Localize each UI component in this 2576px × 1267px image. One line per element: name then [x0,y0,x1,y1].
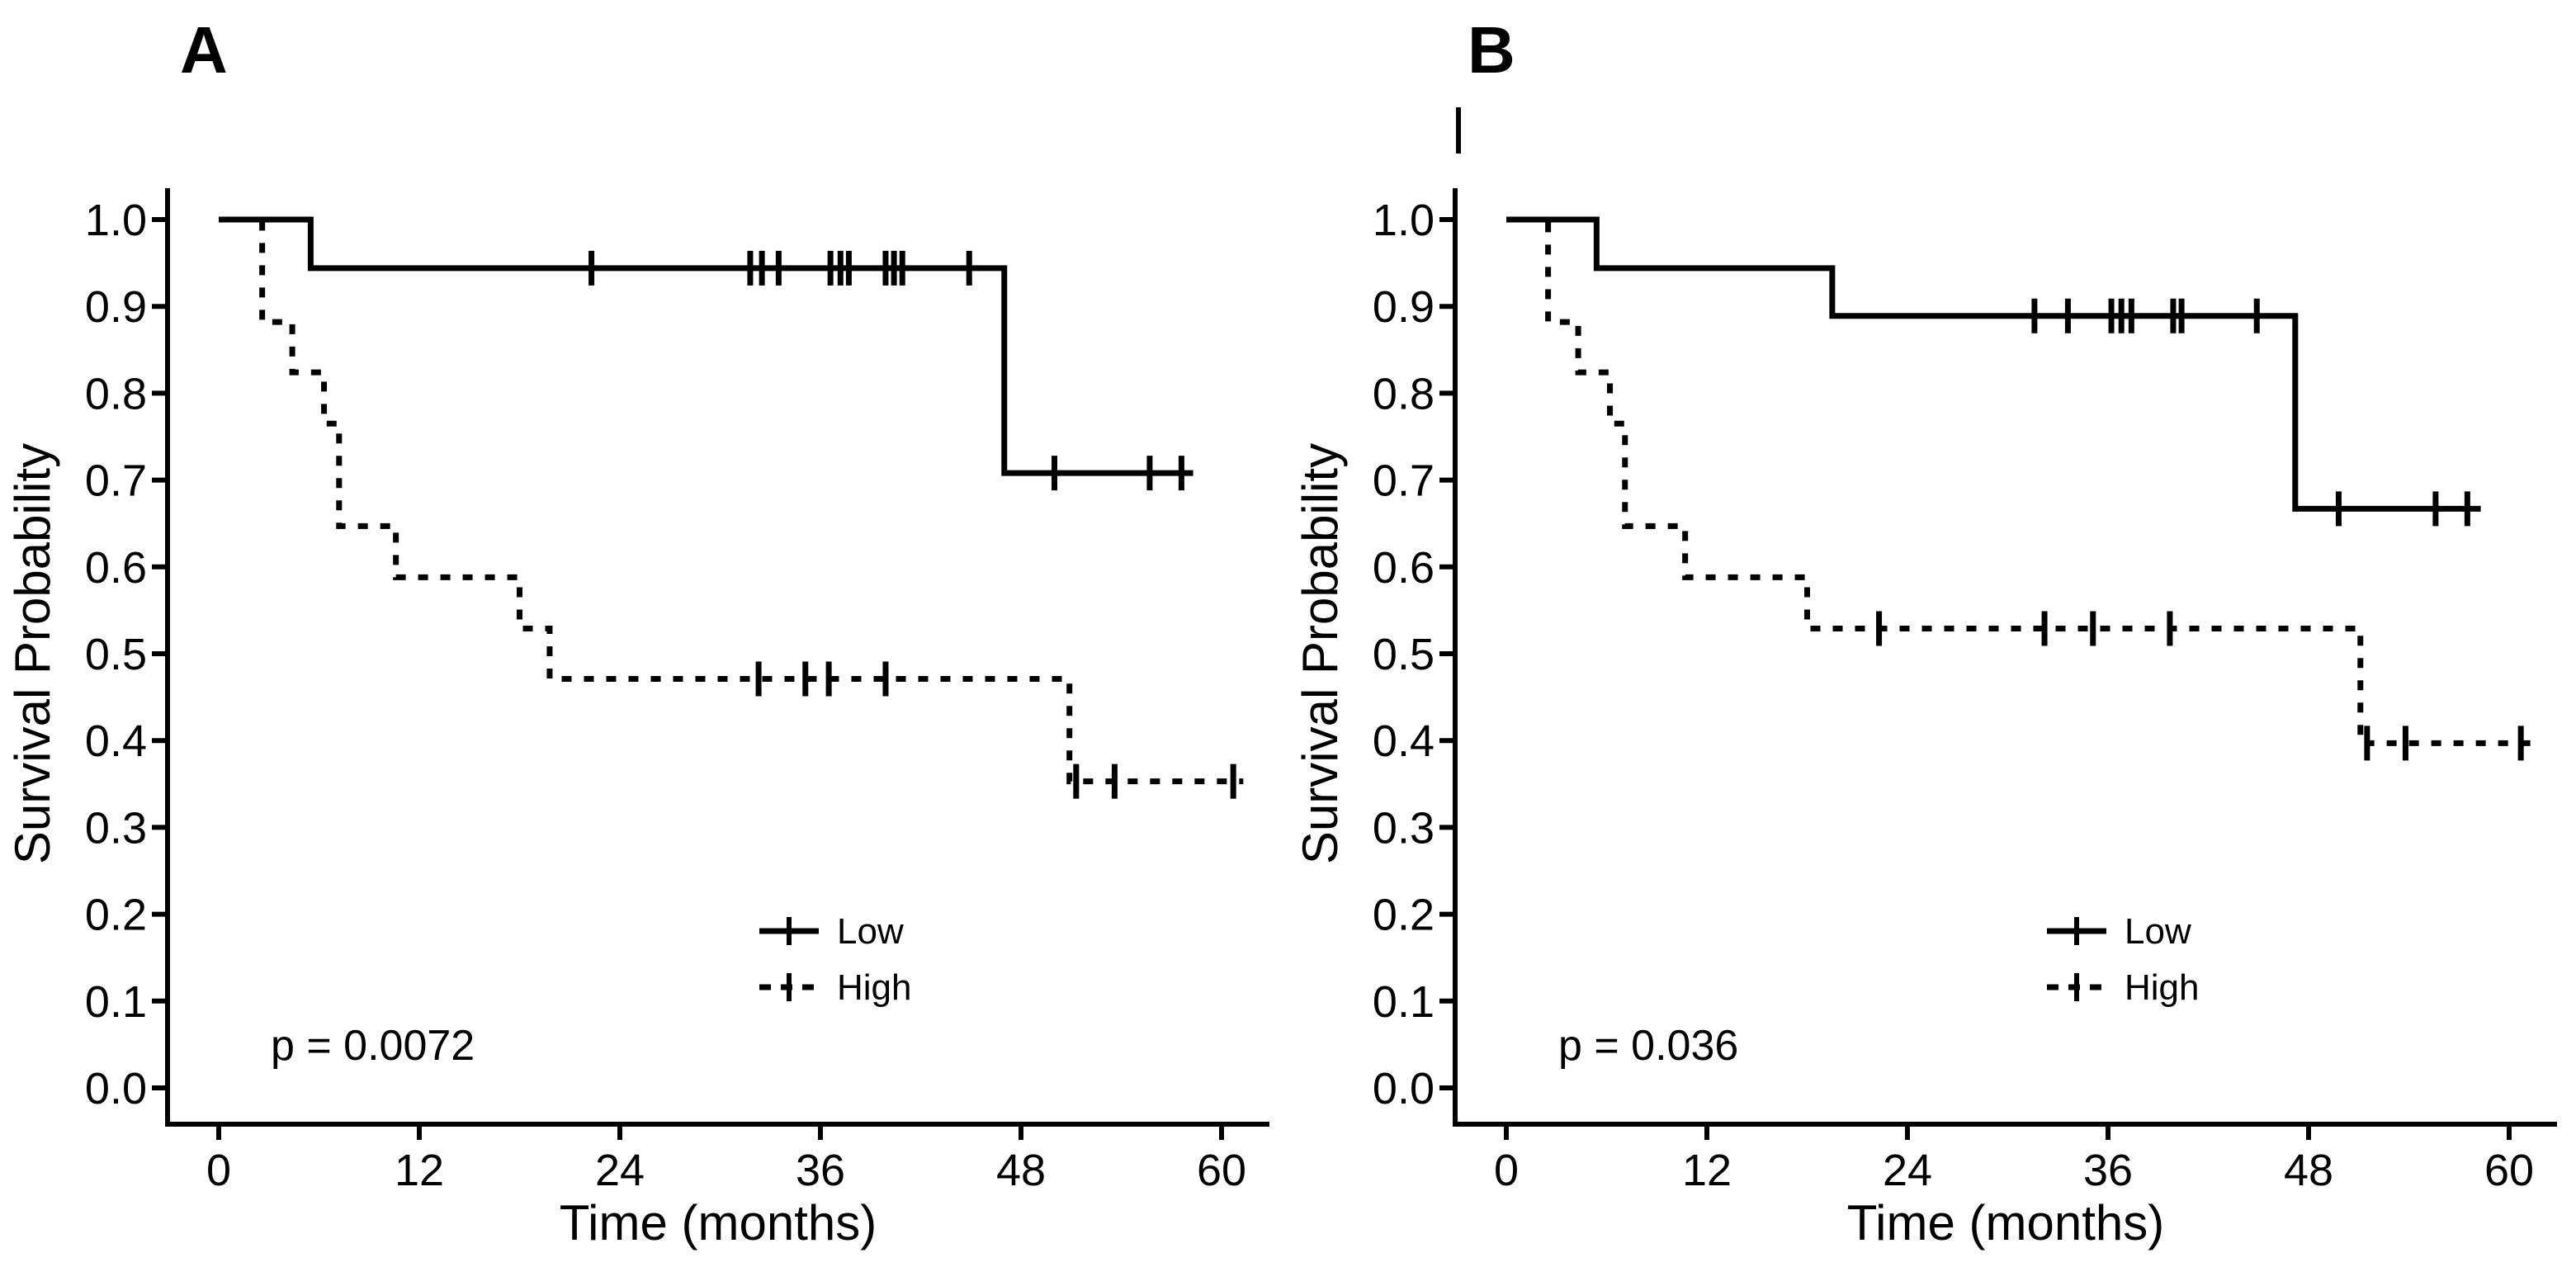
y-tick-label: 0.4 [85,716,147,766]
x-tick-label: 12 [395,1146,444,1195]
x-axis-title: Time (months) [560,1195,877,1250]
x-tick-label: 60 [2484,1146,2534,1195]
p-value-label: p = 0.0072 [271,1022,475,1070]
y-tick-label: 0.7 [1373,456,1435,506]
y-tick-label: 0.9 [1373,282,1435,332]
y-tick-label: 1.0 [1373,196,1435,245]
panel-letter: A [180,13,228,87]
y-tick-label: 0.9 [85,282,147,332]
x-tick-label: 12 [1682,1146,1732,1195]
x-tick-label: 60 [1197,1146,1246,1195]
km-curve-low [1506,216,2481,512]
y-tick-label: 0.3 [1373,803,1435,853]
y-tick-label: 0.1 [85,977,147,1027]
y-tick-label: 0.2 [85,891,147,940]
y-tick-label: 0.5 [1373,630,1435,679]
panel-a-survival-plot: 1.0 0.9 0.8 0.7 0.6 0.5 0.4 0.3 0.2 0.1 0.0 0 12 24 36… [5,13,1269,1250]
y-tick-label: 0.0 [1373,1064,1435,1113]
y-tick-label: 0.4 [1373,716,1435,766]
y-tick-label: 0.3 [85,803,147,853]
y-tick-label: 0.8 [85,369,147,418]
legend-label-low: Low [837,911,904,952]
y-axis-title: Survival Probability [1293,443,1348,864]
x-tick-label: 36 [2083,1146,2133,1195]
y-tick-label: 0.6 [1373,543,1435,593]
x-axis-title: Time (months) [1847,1195,2165,1250]
x-tick-label: 36 [796,1146,845,1195]
y-tick-label: 0.7 [85,456,147,506]
panel-b-survival-plot: 1.0 0.9 0.8 0.7 0.6 0.5 0.4 0.3 0.2 0.1 0.0 0 12 24 36… [1293,13,2557,1250]
km-curve-high [219,216,1244,785]
y-tick-label: 0.6 [85,543,147,593]
p-value-label: p = 0.036 [1558,1022,1738,1070]
x-tick-label: 24 [595,1146,645,1195]
km-curve-high [1506,216,2535,746]
y-tick-label: 0.2 [1373,891,1435,940]
x-tick-label: 48 [996,1146,1046,1195]
y-tick-label: 1.0 [85,196,147,245]
y-tick-label: 0.1 [1373,977,1435,1027]
y-tick-label: 0.5 [85,630,147,679]
x-tick-label: 0 [1494,1146,1519,1195]
legend-label-high: High [2125,967,2200,1008]
legend-label-high: High [837,967,912,1008]
y-tick-label: 0.0 [85,1064,147,1113]
y-tick-label: 0.8 [1373,369,1435,418]
panel-letter: B [1468,13,1515,87]
x-tick-label: 0 [206,1146,231,1195]
y-axis-title: Survival Probability [5,443,60,864]
km-curve-low [219,216,1193,476]
legend-label-low: Low [2125,911,2191,952]
x-tick-label: 24 [1883,1146,1932,1195]
x-tick-label: 48 [2284,1146,2333,1195]
